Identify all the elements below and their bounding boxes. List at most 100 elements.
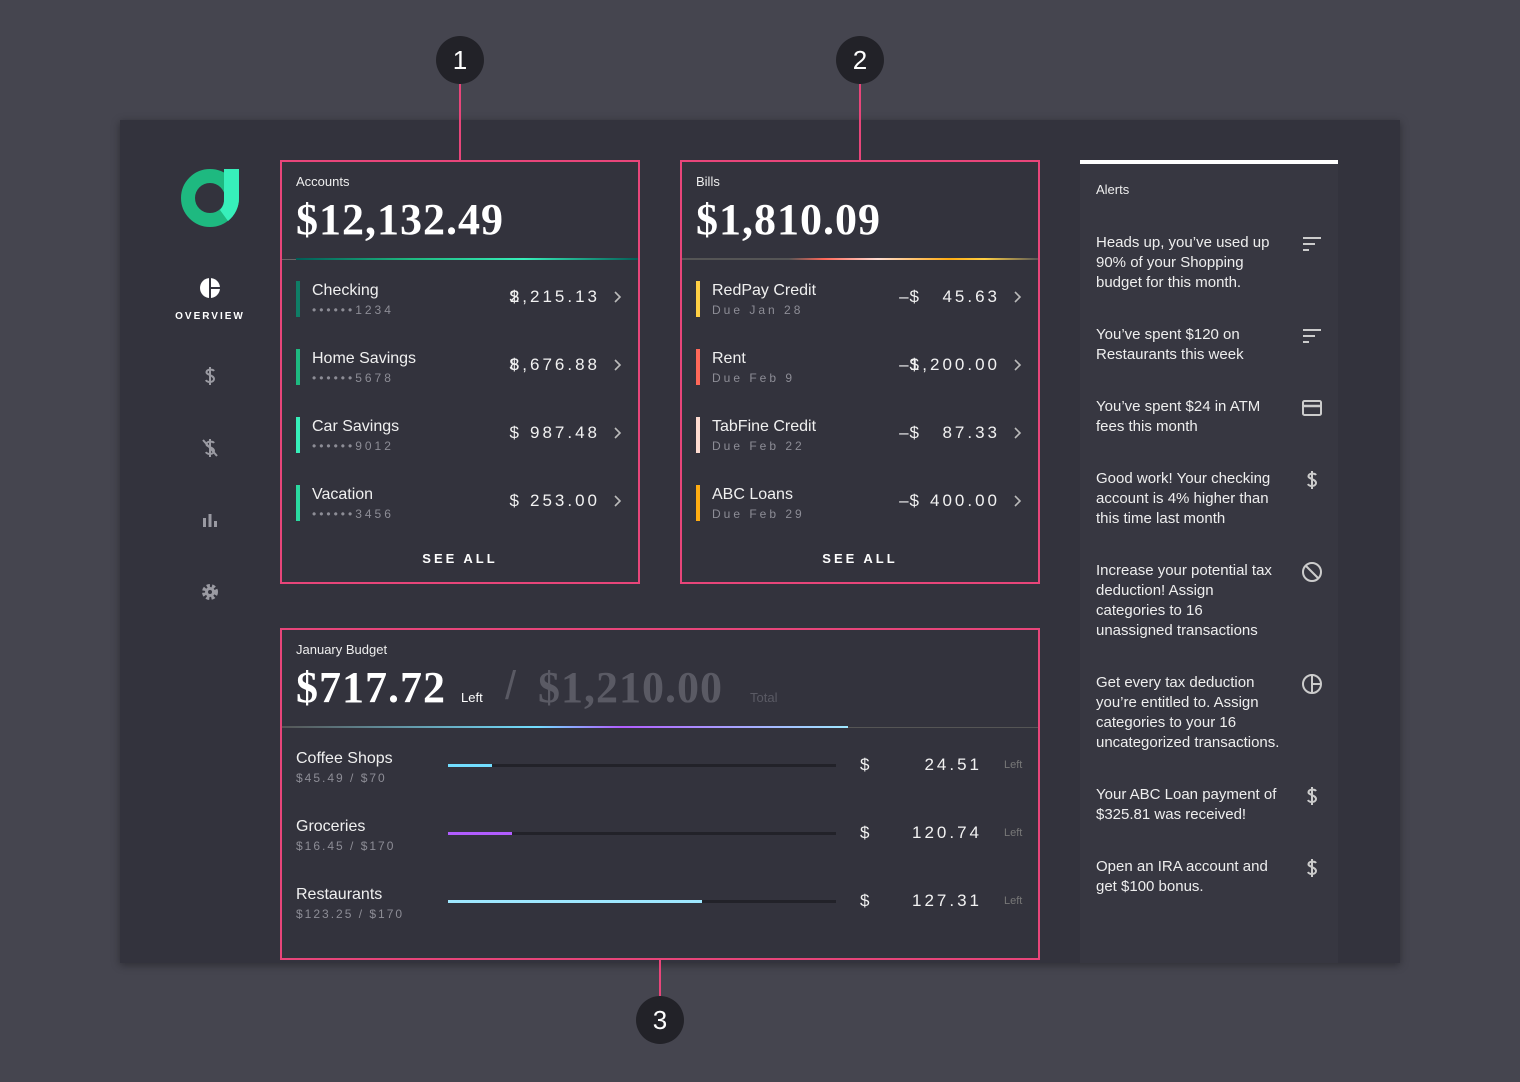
alert-text[interactable]: Good work! Your checking account is 4% h… [1096, 470, 1271, 527]
budget-amount: 120.74 [912, 823, 982, 842]
budget-spent: $123.25 / $170 [296, 907, 405, 921]
alert-text[interactable]: You’ve spent $24 in ATM fees this month [1096, 398, 1261, 435]
alert-icon [1307, 787, 1318, 805]
row-currency: $ [509, 423, 520, 442]
alerts-panel [1080, 160, 1338, 963]
budget-name[interactable]: Coffee Shops [296, 750, 393, 767]
budget-track [448, 832, 836, 835]
row-color [696, 349, 700, 385]
alert-text[interactable]: Increase your potential tax deduction! A… [1096, 562, 1272, 639]
row-currency: –$ [899, 355, 920, 374]
row-currency: –$ [899, 423, 920, 442]
alert-text[interactable]: Open an IRA account and get $100 bonus. [1096, 858, 1268, 895]
see-all[interactable]: SEE ALL [422, 551, 498, 566]
alerts-bar [1080, 160, 1338, 164]
chevron[interactable] [1006, 489, 1030, 513]
row-color [296, 485, 300, 521]
chevron[interactable] [1006, 353, 1030, 377]
row-name[interactable]: Vacation [312, 486, 374, 503]
row-currency: $ [509, 287, 520, 306]
budget-name[interactable]: Restaurants [296, 886, 383, 903]
chevron[interactable] [1006, 421, 1030, 445]
nav-icon[interactable] [198, 508, 222, 532]
card-title: January Budget [296, 642, 388, 657]
row-currency: $ [509, 491, 520, 510]
row-currency: –$ [899, 287, 920, 306]
row-sub: Due Feb 29 [712, 507, 805, 521]
row-amount: 1,200.00 [909, 355, 1000, 374]
alert-icon [1307, 859, 1318, 877]
budget-currency: $ [860, 891, 873, 910]
alert-text[interactable]: Heads up, you’ve used up 90% of your Sho… [1096, 234, 1270, 291]
total-amount: $1,210.00 [538, 663, 723, 712]
budget-amount: 127.31 [912, 891, 982, 910]
budget-amount: 24.51 [924, 755, 982, 774]
budget-label: Left [1004, 827, 1023, 839]
budget-currency: $ [860, 823, 873, 842]
chevron[interactable] [606, 285, 630, 309]
row-amount: 45.63 [942, 287, 1000, 306]
budget-bar [448, 832, 512, 835]
nav-label[interactable]: OVERVIEW [175, 311, 245, 322]
chevron[interactable] [1006, 285, 1030, 309]
see-all[interactable]: SEE ALL [822, 551, 898, 566]
row-color [696, 281, 700, 317]
row-sub: ••••••5678 [312, 371, 394, 385]
row-color [696, 417, 700, 453]
left-amount: $717.72 [296, 663, 446, 712]
row-name[interactable]: TabFine Credit [712, 418, 817, 435]
row-amount: 87.33 [942, 423, 1000, 442]
row-name[interactable]: Rent [712, 350, 746, 367]
row-color [296, 349, 300, 385]
alert-icon [1307, 471, 1318, 489]
row-name[interactable]: RedPay Credit [712, 282, 817, 299]
callout: 1 [436, 36, 484, 84]
card-title: Accounts [296, 174, 350, 189]
row-amount: 987.48 [530, 423, 600, 442]
total: $1,810.09 [696, 195, 881, 244]
budget-name[interactable]: Groceries [296, 818, 366, 835]
row-name[interactable]: Home Savings [312, 350, 417, 367]
total-label: Total [750, 690, 778, 705]
budget-spent: $45.49 / $70 [296, 771, 387, 785]
budget-bar [448, 764, 492, 767]
chevron[interactable] [606, 489, 630, 513]
alert-text[interactable]: You’ve spent $120 on Restaurants this we… [1096, 326, 1244, 363]
card-title: Bills [696, 174, 720, 189]
row-sub: ••••••9012 [312, 439, 394, 453]
divider [296, 258, 638, 260]
row-color [296, 417, 300, 453]
row-sub: Due Feb 22 [712, 439, 805, 453]
nav-icon[interactable] [198, 580, 222, 604]
budget-card [280, 628, 1040, 960]
budget-label: Left [1004, 895, 1023, 907]
budget-track [448, 764, 836, 767]
row-sub: ••••••1234 [312, 303, 394, 317]
divider [682, 258, 1038, 260]
nav-icon[interactable] [198, 364, 222, 388]
nav-icon[interactable] [198, 436, 222, 460]
divider [282, 726, 848, 728]
row-amount: 253.00 [530, 491, 600, 510]
alert-icon [1302, 674, 1322, 694]
row-color [696, 485, 700, 521]
row-name[interactable]: ABC Loans [712, 486, 793, 503]
row-amount: 8,676.88 [509, 355, 600, 374]
chevron[interactable] [606, 421, 630, 445]
divider [282, 259, 296, 260]
row-name[interactable]: Car Savings [312, 418, 400, 435]
callout: 2 [836, 36, 884, 84]
row-name[interactable]: Checking [312, 282, 379, 299]
chevron[interactable] [606, 353, 630, 377]
alerts-title: Alerts [1096, 182, 1130, 197]
alert-text[interactable]: Your ABC Loan payment of $325.81 was rec… [1096, 786, 1277, 823]
alert-text[interactable]: Get every tax deduction you’re entitled … [1096, 674, 1280, 751]
row-currency: –$ [899, 491, 920, 510]
alert-icon [1303, 329, 1321, 343]
overview-icon[interactable] [198, 276, 222, 300]
separator: / [505, 664, 517, 708]
row-amount: 2,215.13 [509, 287, 600, 306]
total: $12,132.49 [296, 195, 504, 244]
